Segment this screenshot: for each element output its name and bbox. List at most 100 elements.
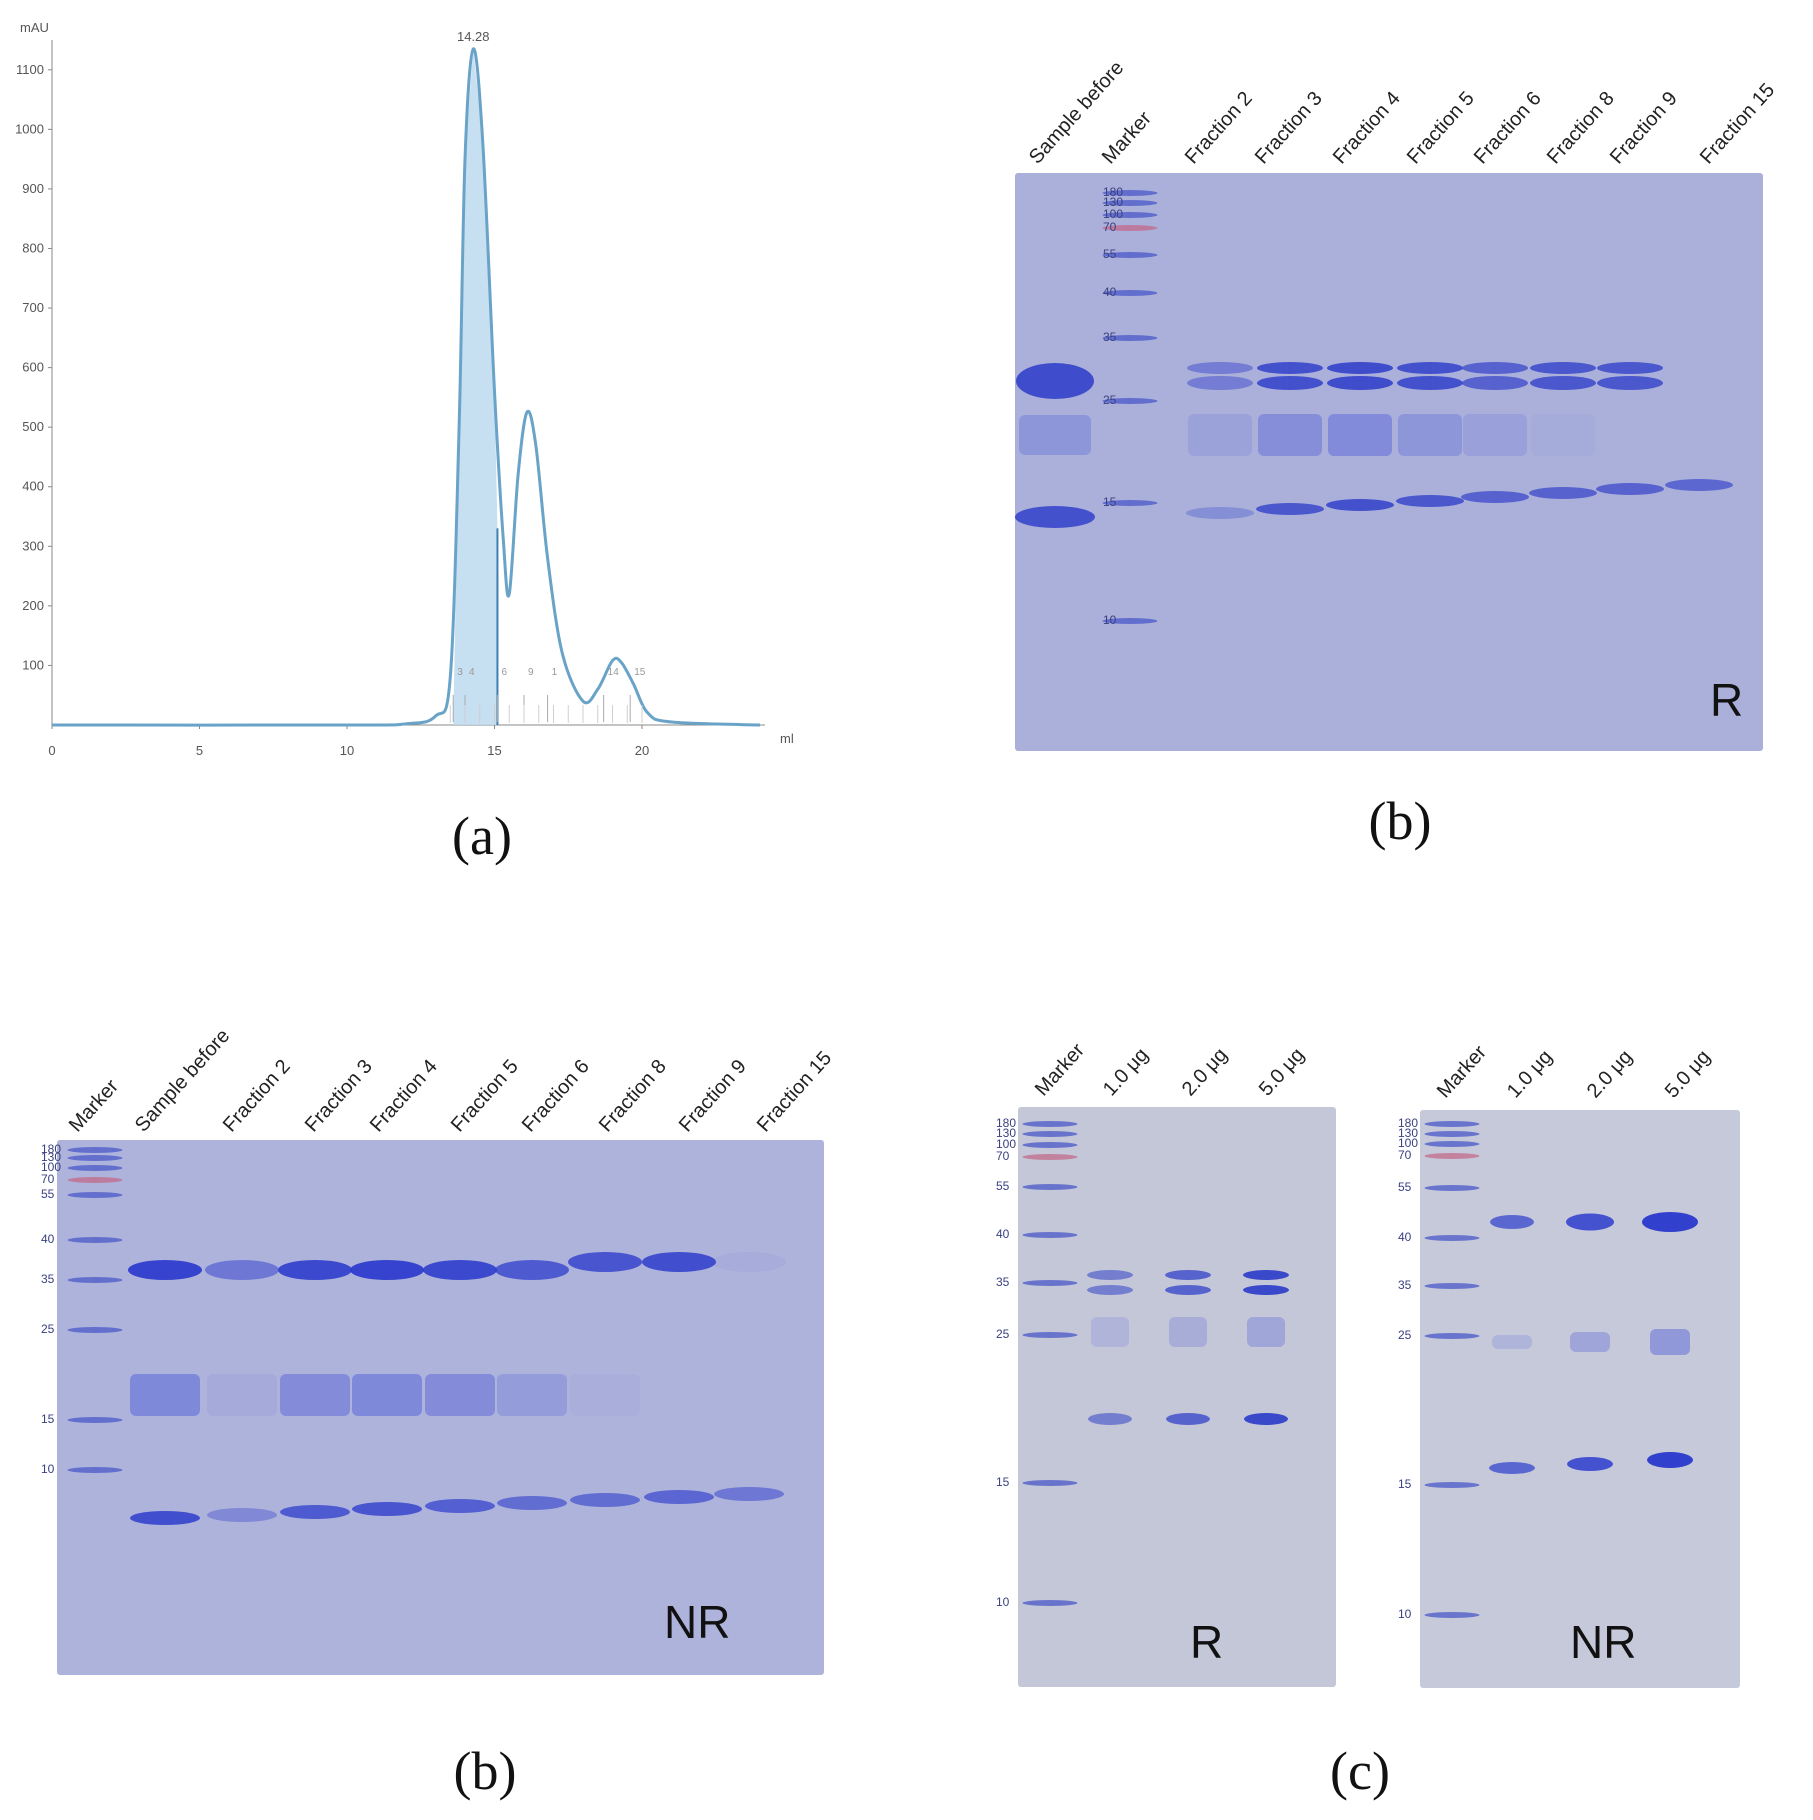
fraction-mark-label: 15 [634,667,646,678]
marker-weight-label: 130 [996,1126,1017,1140]
peak-label: 14.28 [457,29,490,44]
band [1647,1452,1693,1468]
band [128,1260,202,1280]
fraction-mark-label: 6 [501,667,507,678]
band [1087,1285,1133,1295]
y-tick-label: 1000 [15,121,44,136]
marker-band [1424,1333,1480,1339]
band [568,1252,642,1272]
marker-weight-label: 55 [1398,1180,1412,1194]
marker-weight-label: 55 [1103,247,1117,261]
gel-c-nonreducing-condition: NR [1570,1616,1637,1668]
band [1462,362,1528,374]
marker-band [1424,1612,1480,1618]
marker-band [1424,1185,1480,1191]
marker-band [67,1277,123,1283]
y-tick-label: 900 [22,181,44,196]
marker-weight-label: 25 [41,1322,55,1336]
band [425,1499,495,1513]
marker-band [1022,1232,1078,1238]
marker-band [1424,1482,1480,1488]
smear [130,1374,200,1416]
caption-a: (a) [452,806,512,866]
marker-weight-label: 25 [1103,393,1117,407]
marker-band [67,1327,123,1333]
band [495,1260,569,1280]
lane-label: Marker [1097,107,1156,169]
caption-b-top: (b) [1368,791,1432,851]
smear [280,1374,350,1416]
chromatogram-line [51,47,761,727]
lane-label: Fraction 5 [446,1055,523,1137]
lane-label: Fraction 3 [300,1055,377,1137]
lane-label: 5.0 μg [1254,1043,1309,1101]
marker-band [1424,1131,1480,1137]
marker-weight-label: 15 [996,1475,1010,1489]
marker-band [1022,1131,1078,1137]
marker-band [1022,1154,1078,1160]
smear [1463,414,1527,456]
marker-band [1102,500,1158,506]
lane-label: Fraction 6 [1469,87,1546,169]
lane-label: Fraction 9 [674,1055,751,1137]
caption-c: (c) [1330,1741,1390,1801]
marker-band [1424,1153,1480,1159]
smear [1328,414,1392,456]
marker-weight-label: 40 [1103,285,1117,299]
chromatogram-panel: 100 200 300 400 500 600 700 800 900 1000 1100 0 5 10 1… [0,0,820,800]
marker-band [1424,1235,1480,1241]
band [1490,1215,1534,1229]
marker-band [1022,1121,1078,1127]
lane-label: 1.0 μg [1502,1045,1557,1103]
band [1243,1285,1289,1295]
marker-band [1022,1142,1078,1148]
marker-weight-label: 10 [41,1462,55,1476]
marker-weight-label: 40 [996,1227,1010,1241]
marker-band [1102,290,1158,296]
lane-label: Fraction 8 [1542,87,1619,169]
band [1530,362,1596,374]
smear [1398,414,1462,456]
marker-band [67,1177,123,1183]
marker-band [67,1417,123,1423]
lane-label: Marker [1030,1039,1089,1101]
marker-weight-label: 130 [1103,195,1124,209]
lane-label: Fraction 4 [365,1055,442,1137]
marker-weight-label: 15 [1398,1477,1412,1491]
marker-weight-label: 130 [41,1150,62,1164]
marker-band [67,1155,123,1161]
marker-band [67,1467,123,1473]
marker-band [1102,252,1158,258]
marker-weight-label: 10 [1103,613,1117,627]
band [1529,487,1597,499]
lane-label: 5.0 μg [1660,1045,1715,1103]
band [1327,362,1393,374]
band [1187,376,1253,390]
band [1530,376,1596,390]
band [207,1508,277,1522]
smear [1169,1317,1207,1347]
marker-band [1022,1332,1078,1338]
marker-band [1102,212,1158,218]
band [1187,362,1253,374]
band [570,1493,640,1507]
marker-weight-label: 25 [996,1327,1010,1341]
y-tick-label: 100 [22,657,44,672]
lane-label: 2.0 μg [1582,1045,1637,1103]
y-tick-label: 500 [22,419,44,434]
fraction-mark-label: 9 [528,667,534,678]
band [278,1260,352,1280]
smear [1091,1317,1129,1347]
marker-weight-label: 35 [996,1275,1010,1289]
smear [1570,1332,1610,1352]
marker-band [1022,1184,1078,1190]
gel-b-reducing-bands [1015,190,1733,624]
lane-label: Fraction 8 [594,1055,671,1137]
smear [570,1374,640,1416]
gel-b-nonreducing-bands [67,1147,786,1525]
marker-band [67,1192,123,1198]
gel-c-reducing: R 180 130 100 70 55 40 35 25 15 10 [996,1107,1336,1687]
smear [1188,414,1252,456]
y-tick-label: 200 [22,598,44,613]
x-tick-label: 15 [487,743,501,758]
